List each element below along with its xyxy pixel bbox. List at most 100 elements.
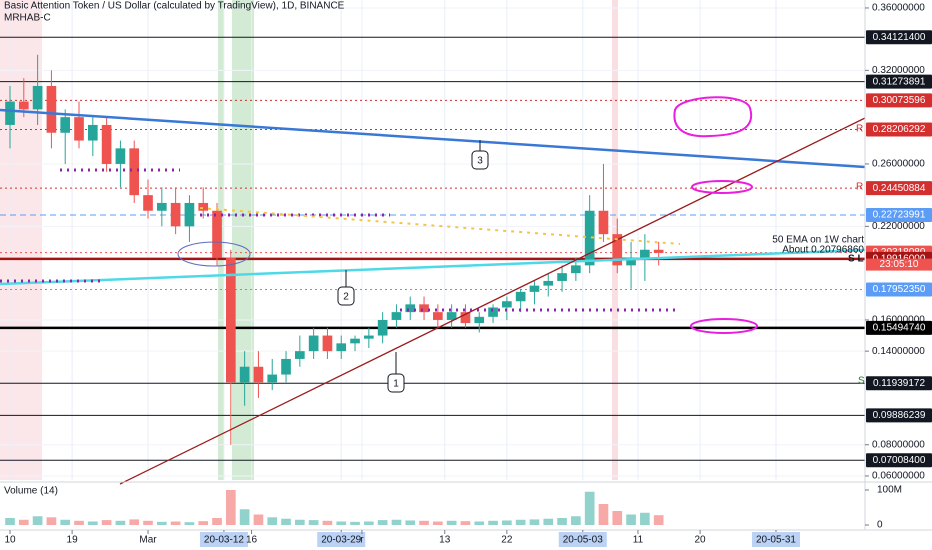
volume-bar bbox=[529, 519, 540, 525]
candle-body bbox=[557, 273, 567, 281]
volume-bar bbox=[488, 520, 498, 525]
candle-body bbox=[267, 374, 278, 383]
candle-body bbox=[198, 202, 209, 211]
level-label-box bbox=[866, 408, 932, 423]
y-tick-label: 0.06000000 bbox=[872, 471, 925, 482]
ema-note: 50 EMA on 1W chart bbox=[772, 235, 864, 246]
chart-title: Basic Attention Token / US Dollar (calcu… bbox=[4, 1, 345, 12]
shade bbox=[0, 0, 42, 480]
volume-pane bbox=[5, 490, 664, 525]
volume-bar bbox=[584, 491, 595, 525]
candle-body bbox=[239, 366, 250, 383]
candle-body bbox=[336, 343, 347, 352]
candle-body bbox=[212, 210, 222, 258]
y-tick-label: 0.26000000 bbox=[872, 159, 925, 170]
volume-bar bbox=[419, 520, 429, 525]
volume-bar bbox=[571, 516, 581, 525]
x-tick-box bbox=[751, 532, 800, 547]
volume-bar bbox=[267, 517, 278, 525]
candle-body bbox=[101, 124, 112, 164]
level-label-box bbox=[866, 376, 932, 391]
candle-body bbox=[129, 148, 140, 196]
level-label: 0.07008400 bbox=[873, 455, 926, 466]
volume-tick-label: 0 bbox=[877, 520, 883, 531]
volume-bar bbox=[364, 521, 374, 525]
callout-label: 1 bbox=[393, 379, 399, 390]
volume-bar bbox=[18, 519, 29, 525]
candles bbox=[5, 54, 664, 445]
trend-line bbox=[0, 108, 866, 169]
level-label-box bbox=[866, 453, 932, 468]
y-tick-label: 0.14000000 bbox=[872, 346, 925, 357]
candle-body bbox=[474, 316, 485, 324]
volume-bar bbox=[129, 519, 140, 525]
x-tick-label: 20-03-29 bbox=[321, 535, 361, 546]
volume-bar bbox=[198, 521, 209, 525]
level-label: 0.31273891 bbox=[873, 76, 926, 87]
level-tag: S L bbox=[848, 254, 864, 265]
x-tick-label: 13 bbox=[439, 535, 451, 546]
candle-body bbox=[515, 291, 526, 302]
candle-body bbox=[584, 210, 595, 266]
candle-body bbox=[295, 351, 305, 359]
candle-body bbox=[626, 257, 636, 266]
level-label: 0.28206292 bbox=[873, 124, 926, 135]
volume-bar bbox=[391, 519, 402, 525]
candle-body bbox=[446, 312, 457, 320]
volume-bar bbox=[60, 519, 71, 525]
volume-bar bbox=[32, 516, 43, 525]
highlight-ellipse bbox=[691, 180, 753, 194]
volume-bar bbox=[225, 490, 236, 525]
level-tag: S bbox=[858, 376, 865, 387]
candle-body bbox=[598, 210, 609, 235]
x-tick-label: 20 bbox=[695, 535, 707, 546]
countdown-box bbox=[866, 258, 932, 271]
volume-bar bbox=[143, 520, 153, 525]
y-tick-label: 0.22000000 bbox=[872, 221, 925, 232]
callout bbox=[337, 286, 355, 306]
volume-bar bbox=[626, 514, 636, 525]
indicator-name: MRHAB-C bbox=[4, 13, 51, 24]
volume-bar bbox=[460, 521, 471, 525]
candle-body bbox=[460, 312, 471, 324]
level-label: 0.30073596 bbox=[873, 95, 926, 106]
level-tag: R bbox=[856, 182, 863, 193]
level-label: 0.34121400 bbox=[873, 32, 926, 43]
candle-body bbox=[156, 202, 167, 211]
candle-body bbox=[433, 312, 443, 320]
callout bbox=[471, 150, 489, 170]
volume-tick-label: 100M bbox=[877, 485, 902, 496]
volume-bar bbox=[253, 514, 264, 525]
volume-bar bbox=[184, 522, 195, 525]
volume-bar bbox=[322, 520, 333, 525]
x-tick-box bbox=[199, 532, 248, 547]
candle-body bbox=[502, 301, 512, 308]
volume-bar bbox=[212, 518, 222, 525]
candle-body bbox=[419, 304, 429, 313]
x-tick-label: 20-03-12 bbox=[204, 535, 244, 546]
callout-label: 3 bbox=[477, 156, 483, 167]
candle-body bbox=[543, 280, 554, 286]
level-label-box bbox=[866, 93, 932, 108]
candle-body bbox=[405, 304, 416, 313]
level-label-box bbox=[866, 74, 932, 89]
x-tick-label: 19 bbox=[67, 535, 79, 546]
volume-bar bbox=[612, 511, 623, 525]
level-label-box bbox=[866, 208, 932, 223]
ema-value: About 0.20796860 bbox=[782, 245, 864, 256]
axes: 0.36000000 0.32000000 0.26000000 0.22000000… bbox=[4, 3, 932, 547]
volume-bar bbox=[281, 518, 291, 525]
volume-bar bbox=[640, 512, 650, 525]
level-label: 0.22723991 bbox=[873, 210, 926, 221]
candle-body bbox=[170, 202, 181, 227]
level-label: 0.11939172 bbox=[873, 378, 926, 389]
candle-body bbox=[488, 307, 498, 317]
volume-bar bbox=[5, 518, 15, 525]
x-tick-label: 10 bbox=[4, 535, 16, 546]
candle-body bbox=[253, 366, 264, 383]
candle-body bbox=[350, 338, 360, 344]
candle-body bbox=[87, 124, 98, 141]
candle-body bbox=[281, 358, 291, 375]
volume-bar bbox=[502, 520, 512, 525]
